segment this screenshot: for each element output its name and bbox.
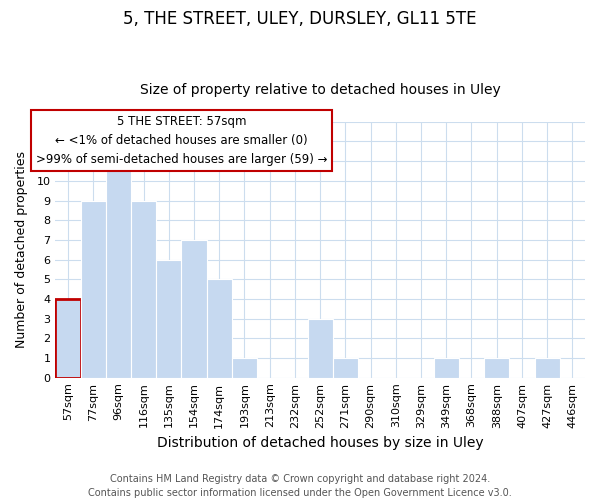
Text: 5, THE STREET, ULEY, DURSLEY, GL11 5TE: 5, THE STREET, ULEY, DURSLEY, GL11 5TE — [123, 10, 477, 28]
Y-axis label: Number of detached properties: Number of detached properties — [15, 151, 28, 348]
Title: Size of property relative to detached houses in Uley: Size of property relative to detached ho… — [140, 83, 500, 97]
Text: 5 THE STREET: 57sqm
← <1% of detached houses are smaller (0)
>99% of semi-detach: 5 THE STREET: 57sqm ← <1% of detached ho… — [35, 115, 327, 166]
Bar — [308, 318, 333, 378]
Bar — [181, 240, 206, 378]
Bar — [484, 358, 509, 378]
Bar — [80, 200, 106, 378]
Bar — [434, 358, 459, 378]
Bar — [106, 161, 131, 378]
Bar — [131, 200, 156, 378]
Bar — [156, 260, 181, 378]
Text: Contains HM Land Registry data © Crown copyright and database right 2024.
Contai: Contains HM Land Registry data © Crown c… — [88, 474, 512, 498]
Bar — [55, 299, 80, 378]
Bar — [535, 358, 560, 378]
Bar — [206, 280, 232, 378]
X-axis label: Distribution of detached houses by size in Uley: Distribution of detached houses by size … — [157, 436, 484, 450]
Bar — [232, 358, 257, 378]
Bar — [333, 358, 358, 378]
